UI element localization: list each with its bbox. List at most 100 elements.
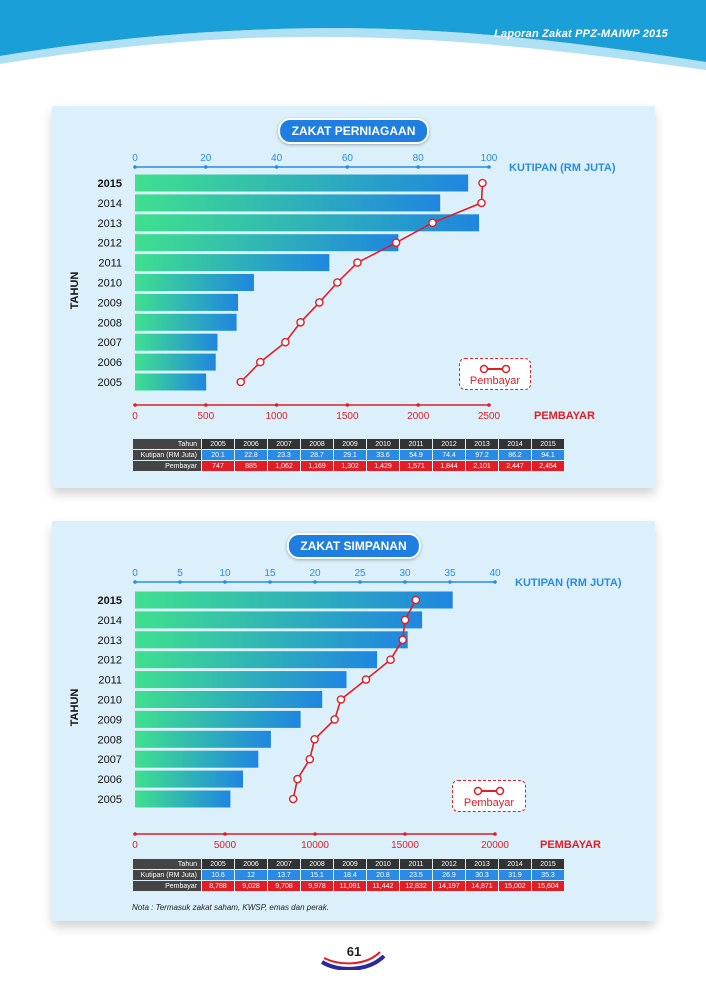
data-table-perniagaan: Tahun 2005 2006 2007 2008 2009 2010 2011 2012 201… <box>132 438 565 472</box>
chart-simpanan: 0 5 10 15 20 25 30 35 40 KUTIPAN (RM JUTA) 0 5000 10… <box>69 568 622 851</box>
top-axis-tick-label: 0 <box>132 153 138 164</box>
table-cell-kutipan: 12 <box>235 870 267 880</box>
table-cell-year: 2013 <box>466 859 498 869</box>
bottom-axis-tick-label: 2000 <box>407 411 430 422</box>
table-cell-year: 2012 <box>433 859 465 869</box>
table-cell-kutipan: 10.6 <box>202 870 234 880</box>
table-cell-kutipan: 26.9 <box>433 870 465 880</box>
top-axis-tick <box>133 580 137 584</box>
line-point <box>391 238 401 247</box>
bar <box>135 373 207 391</box>
table-cell-pembayar: 11,442 <box>367 881 399 891</box>
data-table-simpanan: Tahun 2005 2006 2007 2008 2009 2010 2011 2012 201… <box>132 858 565 892</box>
table-cell-year: 2008 <box>301 439 333 449</box>
table-cell-year: 2013 <box>466 439 498 449</box>
bottom-axis-tick-label: 1000 <box>265 411 288 422</box>
line-point <box>310 734 319 744</box>
bar <box>135 274 254 291</box>
table-cell-pembayar: 9,708 <box>268 881 300 891</box>
top-axis-tick <box>178 580 182 584</box>
chart-panel-simpanan: 0 5 10 15 20 25 30 35 40 KUTIPAN (RM JUTA) 0 5000 10… <box>52 521 655 921</box>
page-number: 61 <box>346 944 362 959</box>
y-tick-label: 2009 <box>98 714 122 726</box>
bottom-axis-tick-label: 500 <box>197 411 214 422</box>
table-cell-year: 2006 <box>235 439 267 449</box>
bottom-axis-tick <box>133 403 137 407</box>
table-cell-kutipan: 23.3 <box>268 450 300 460</box>
table-cell-pembayar: 1,571 <box>400 461 432 471</box>
line-point <box>315 298 324 307</box>
bottom-axis-tick <box>274 403 279 407</box>
table-cell-pembayar: 9,028 <box>235 881 267 891</box>
top-axis-tick-label: 10 <box>219 568 231 579</box>
bar <box>135 333 218 351</box>
table-cell-kutipan: 30.3 <box>466 870 498 880</box>
top-axis-tick-label: 20 <box>309 568 321 579</box>
table-cell-pembayar: 747 <box>202 461 234 471</box>
y-tick-label: 2013 <box>98 218 122 230</box>
legend-label: Pembayar <box>463 797 515 809</box>
bar <box>135 234 399 252</box>
table-cell-pembayar: 1,062 <box>268 461 300 471</box>
table-cell-pembayar: 885 <box>235 461 267 471</box>
bar <box>135 214 480 232</box>
top-axis-tick-label: 15 <box>264 568 276 579</box>
bottom-axis-tick-label: 0 <box>132 411 138 422</box>
table-cell-kutipan: 29.1 <box>334 450 366 460</box>
table-cell-kutipan: 86.2 <box>499 450 531 460</box>
table-head-kutipan: Kutipan (RM Juta) <box>133 450 201 460</box>
page-number-swoosh-icon <box>320 951 386 970</box>
table-cell-pembayar: 2,101 <box>466 461 498 471</box>
top-axis-tick-label: 40 <box>489 568 501 579</box>
y-tick-label: 2010 <box>98 695 122 707</box>
table-cell-year: 2010 <box>367 439 399 449</box>
table-cell-pembayar: 2,447 <box>499 461 531 471</box>
bar <box>135 651 378 669</box>
bar <box>135 730 271 748</box>
table-cell-pembayar: 1,302 <box>334 461 366 471</box>
bar <box>135 710 301 728</box>
table-cell-kutipan: 33.6 <box>367 450 399 460</box>
bottom-axis-tick-label: 20000 <box>481 840 509 851</box>
y-tick-label: 2006 <box>98 774 122 786</box>
bar <box>135 353 216 371</box>
table-cell-kutipan: 35.3 <box>532 870 564 880</box>
bar <box>135 313 237 331</box>
table-cell-year: 2009 <box>334 439 366 449</box>
line-point <box>386 655 395 664</box>
y-tick-label: 2009 <box>98 297 122 309</box>
y-tick-label: 2012 <box>98 238 122 250</box>
bottom-axis-tick-label: 10000 <box>301 840 329 851</box>
table-cell-year: 2008 <box>301 859 333 869</box>
table-cell-year: 2006 <box>235 859 267 869</box>
bar <box>135 691 323 708</box>
table-head-pembayar: Pembayar <box>133 881 201 891</box>
y-tick-label: 2011 <box>98 675 122 687</box>
table-cell-pembayar: 14,197 <box>433 881 465 891</box>
footnote: Nota : Termasuk zakat saham, KWSP, emas … <box>132 903 329 912</box>
line-point <box>305 754 315 764</box>
line-point <box>281 337 290 347</box>
table-cell-pembayar: 9,978 <box>301 881 333 891</box>
bar <box>135 293 239 311</box>
table-head-pembayar: Pembayar <box>133 461 201 471</box>
bar <box>135 611 423 629</box>
line-point <box>330 715 339 724</box>
table-cell-kutipan: 20.8 <box>367 870 399 880</box>
table-cell-year: 2011 <box>400 439 432 449</box>
table-cell-year: 2005 <box>202 439 234 449</box>
top-axis-tick-label: 60 <box>342 153 354 164</box>
top-axis-tick-label: 0 <box>132 568 138 579</box>
bottom-axis-tick <box>133 832 137 836</box>
line-point <box>236 377 246 387</box>
table-cell-kutipan: 94.1 <box>532 450 564 460</box>
y-tick-label: 2010 <box>98 278 122 290</box>
top-axis-label: KUTIPAN (RM JUTA) <box>515 577 622 589</box>
table-cell-kutipan: 28.7 <box>301 450 333 460</box>
table-head-kutipan: Kutipan (RM Juta) <box>133 870 201 880</box>
y-tick-label: 2007 <box>98 754 122 766</box>
bar <box>135 671 347 689</box>
top-axis-tick <box>133 165 137 169</box>
y-tick-label: 2011 <box>98 258 122 270</box>
table-cell-year: 2015 <box>532 439 564 449</box>
